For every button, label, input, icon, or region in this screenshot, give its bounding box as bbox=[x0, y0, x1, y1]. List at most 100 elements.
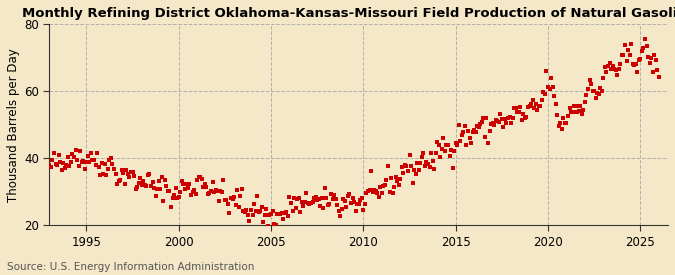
Point bbox=[592, 91, 603, 95]
Point bbox=[470, 130, 481, 134]
Point bbox=[235, 194, 246, 198]
Point bbox=[599, 65, 610, 69]
Point bbox=[318, 206, 329, 210]
Point bbox=[350, 209, 361, 214]
Point bbox=[181, 182, 192, 186]
Point bbox=[353, 202, 364, 206]
Point bbox=[515, 105, 526, 109]
Point bbox=[512, 109, 522, 114]
Point bbox=[213, 199, 224, 204]
Point bbox=[456, 133, 467, 137]
Point bbox=[298, 204, 308, 208]
Point bbox=[189, 188, 200, 192]
Point bbox=[246, 208, 256, 212]
Point bbox=[358, 208, 369, 212]
Point bbox=[234, 205, 244, 209]
Point bbox=[276, 211, 287, 215]
Point bbox=[464, 136, 475, 140]
Point bbox=[184, 182, 195, 186]
Point bbox=[107, 162, 118, 166]
Point bbox=[544, 87, 555, 91]
Point bbox=[244, 219, 255, 223]
Point bbox=[622, 48, 633, 53]
Point bbox=[302, 201, 313, 206]
Point bbox=[520, 116, 531, 120]
Point bbox=[221, 198, 232, 202]
Point bbox=[283, 213, 294, 218]
Point bbox=[421, 160, 432, 164]
Point bbox=[195, 175, 206, 180]
Point bbox=[240, 210, 250, 214]
Point bbox=[281, 210, 292, 214]
Point bbox=[402, 169, 413, 173]
Point bbox=[98, 172, 109, 177]
Point bbox=[333, 209, 344, 214]
Point bbox=[199, 182, 210, 186]
Point bbox=[450, 141, 461, 145]
Point bbox=[229, 195, 240, 199]
Point bbox=[72, 158, 82, 163]
Point bbox=[342, 194, 353, 199]
Point bbox=[138, 179, 148, 183]
Point bbox=[500, 117, 510, 121]
Point bbox=[381, 177, 392, 182]
Point bbox=[267, 208, 278, 213]
Point bbox=[110, 171, 121, 176]
Point bbox=[165, 204, 176, 209]
Point bbox=[69, 155, 80, 159]
Point bbox=[59, 165, 70, 170]
Point bbox=[573, 109, 584, 114]
Point bbox=[423, 162, 433, 167]
Point bbox=[521, 115, 532, 119]
Point bbox=[527, 98, 538, 103]
Point bbox=[323, 202, 333, 207]
Point bbox=[313, 197, 324, 202]
Point bbox=[284, 195, 295, 200]
Point bbox=[190, 191, 201, 196]
Point bbox=[116, 168, 127, 172]
Point bbox=[389, 185, 400, 189]
Point bbox=[379, 183, 390, 187]
Point bbox=[396, 165, 407, 169]
Point bbox=[53, 153, 64, 158]
Point bbox=[492, 119, 503, 123]
Point bbox=[335, 214, 346, 218]
Title: Monthly Refining District Oklahoma-Kansas-Missouri Field Production of Natural G: Monthly Refining District Oklahoma-Kansa… bbox=[22, 7, 675, 20]
Point bbox=[153, 179, 164, 183]
Point bbox=[448, 166, 458, 170]
Point bbox=[435, 155, 446, 160]
Y-axis label: Thousand Barrels per Day: Thousand Barrels per Day bbox=[7, 48, 20, 202]
Point bbox=[387, 191, 398, 195]
Point bbox=[635, 56, 646, 61]
Point bbox=[78, 159, 88, 163]
Point bbox=[621, 59, 632, 63]
Point bbox=[433, 143, 444, 147]
Point bbox=[526, 102, 537, 107]
Point bbox=[129, 174, 140, 178]
Point bbox=[360, 202, 371, 207]
Point bbox=[481, 116, 492, 120]
Point bbox=[392, 179, 402, 183]
Point bbox=[127, 170, 138, 174]
Point bbox=[462, 128, 473, 133]
Point bbox=[514, 110, 524, 114]
Point bbox=[614, 67, 624, 72]
Point bbox=[161, 184, 171, 188]
Point bbox=[171, 196, 182, 200]
Point bbox=[80, 166, 90, 171]
Point bbox=[547, 85, 558, 89]
Point bbox=[324, 202, 335, 206]
Point bbox=[264, 213, 275, 217]
Point bbox=[259, 213, 270, 217]
Point bbox=[409, 168, 420, 172]
Point bbox=[236, 187, 247, 191]
Point bbox=[55, 160, 65, 164]
Point bbox=[209, 190, 219, 194]
Point bbox=[215, 188, 225, 193]
Point bbox=[638, 46, 649, 50]
Point bbox=[538, 89, 549, 94]
Point bbox=[604, 60, 615, 65]
Point bbox=[489, 123, 500, 128]
Point bbox=[206, 189, 217, 193]
Point bbox=[629, 63, 640, 67]
